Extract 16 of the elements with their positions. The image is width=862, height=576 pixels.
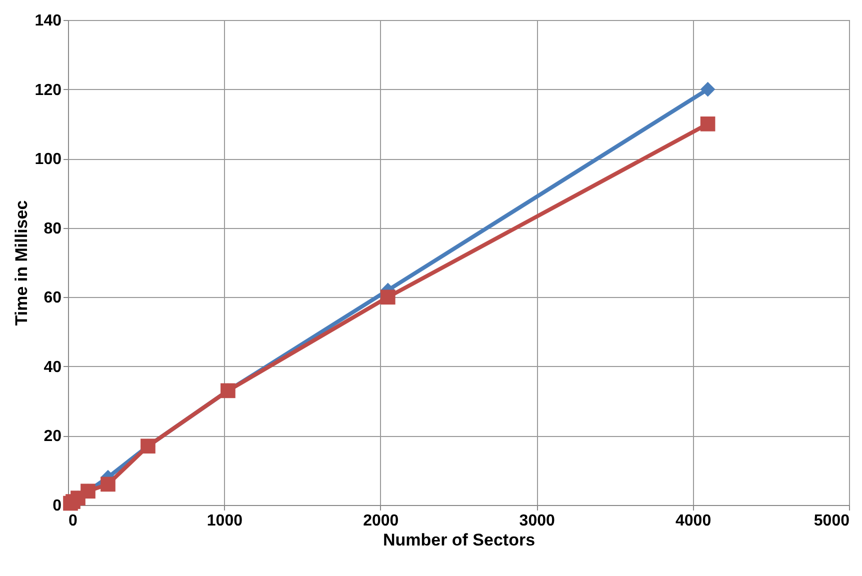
x-tick-label: 4000	[676, 512, 712, 530]
x-tick-label: 5000	[814, 512, 850, 530]
y-tick-label: 60	[44, 290, 62, 307]
y-tick-label: 80	[44, 220, 62, 238]
y-tick-label: 100	[34, 151, 62, 168]
y-tick-label: 0	[52, 498, 62, 514]
x-tick-label: 0	[68, 512, 78, 530]
x-axis-title: Number of Sectors	[382, 530, 536, 550]
x-tick-label: 2000	[363, 512, 399, 530]
y-tick-label: 120	[34, 82, 62, 99]
x-tick-label: 1000	[206, 512, 243, 530]
y-tick-label: 140	[34, 12, 62, 30]
x-tick-label: 3000	[519, 512, 555, 530]
y-tick-label: 20	[44, 428, 62, 446]
y-axis-title: Time in Millisec	[12, 200, 31, 326]
y-tick-label: 40	[44, 358, 62, 376]
